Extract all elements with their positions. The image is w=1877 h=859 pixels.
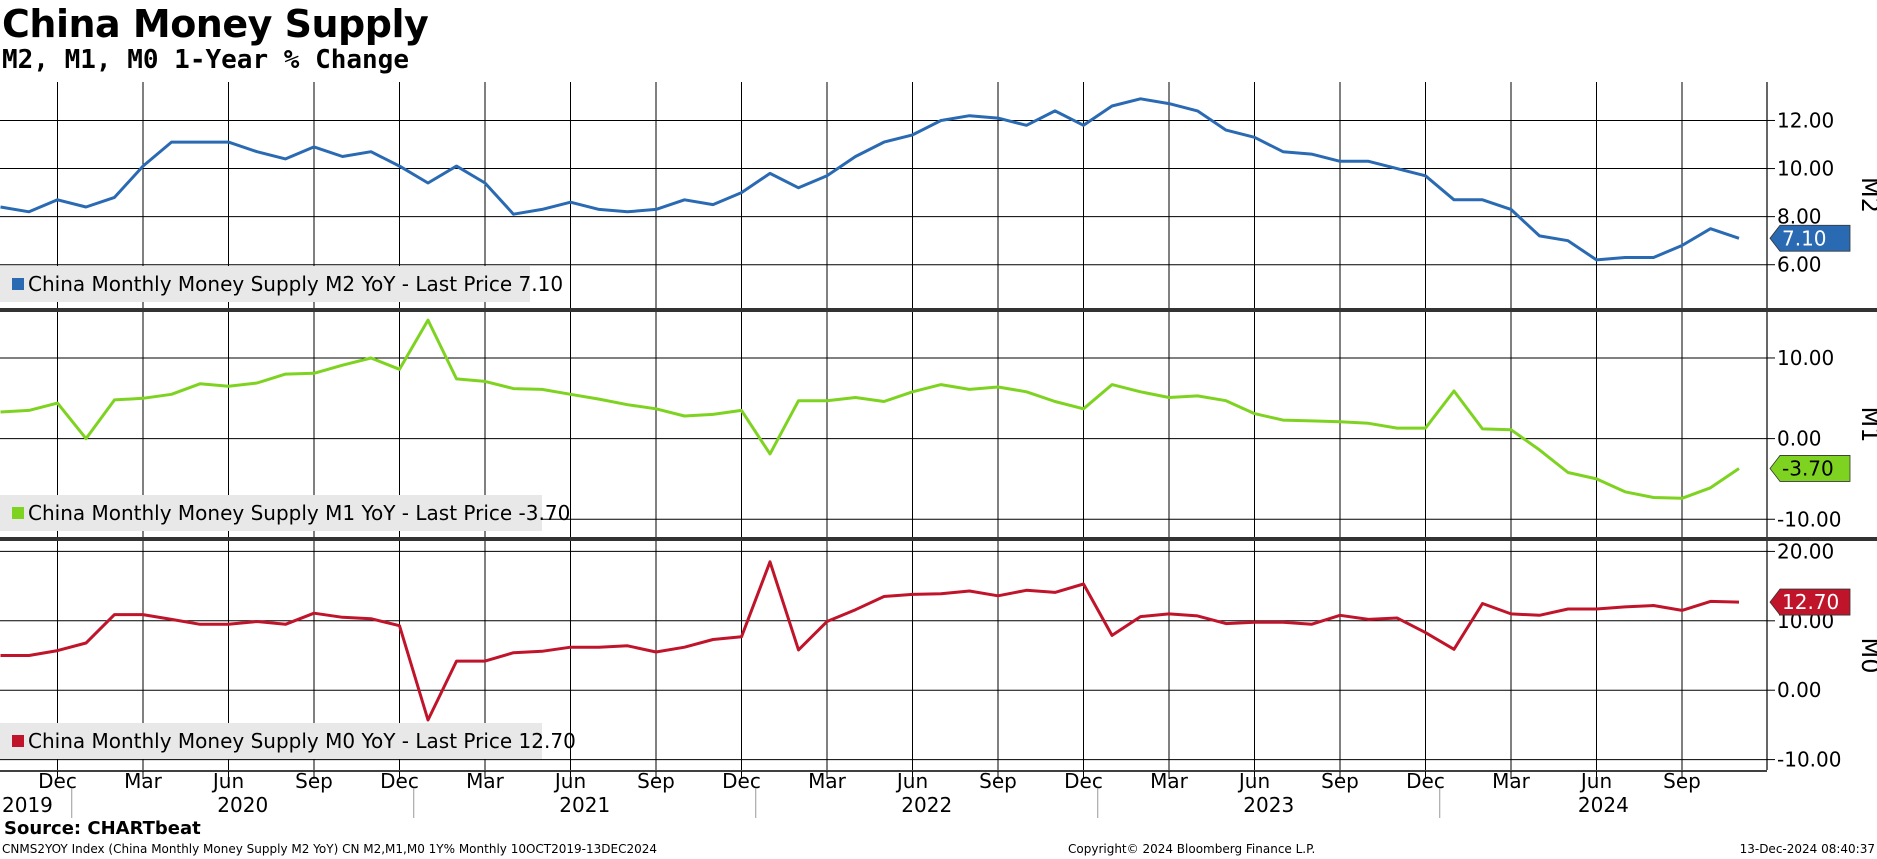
x-tick-label: Mar (808, 769, 847, 793)
x-tick-label: Jun (553, 769, 586, 793)
y-tick-label: -10.00 (1777, 507, 1841, 531)
x-tick-label: Sep (1321, 769, 1359, 793)
x-tick-label: Sep (979, 769, 1017, 793)
x-tick-label: Jun (1237, 769, 1270, 793)
y-tick-label: 8.00 (1777, 205, 1822, 229)
y-tick-label: 10.00 (1777, 157, 1834, 181)
legend-text: China Monthly Money Supply M2 YoY - Last… (28, 272, 563, 296)
y-tick-label: 0.00 (1777, 427, 1822, 451)
last-price-label: 12.70 (1782, 590, 1839, 614)
x-tick-label: Dec (1064, 769, 1103, 793)
y-tick-label: 10.00 (1777, 346, 1834, 370)
x-year-label: 2022 (901, 793, 952, 817)
legend-box (0, 723, 542, 759)
legend-text: China Monthly Money Supply M0 YoY - Last… (28, 729, 576, 753)
x-tick-label: Sep (295, 769, 333, 793)
x-tick-label: Sep (637, 769, 675, 793)
legend-swatch (12, 735, 24, 747)
x-year-label: 2020 (217, 793, 268, 817)
x-tick-label: Dec (38, 769, 77, 793)
series-line-m2 (0, 97, 1740, 262)
y-tick-label: 20.00 (1777, 539, 1834, 563)
y-tick-label: 6.00 (1777, 253, 1822, 277)
legend-box (0, 495, 542, 531)
x-tick-label: Dec (722, 769, 761, 793)
x-year-label: 2024 (1578, 793, 1629, 817)
x-tick-label: Sep (1663, 769, 1701, 793)
x-tick-label: Jun (211, 769, 244, 793)
chart-subtitle: M2, M1, M0 1-Year % Change (2, 45, 409, 75)
panel-axis-label: M2 (1856, 177, 1877, 213)
x-year-label: 2023 (1243, 793, 1294, 817)
legend-text: China Monthly Money Supply M1 YoY - Last… (28, 501, 570, 525)
x-tick-label: Mar (1150, 769, 1189, 793)
x-tick-label: Mar (466, 769, 505, 793)
x-tick-label: Jun (895, 769, 928, 793)
series-line-m1 (0, 318, 1740, 500)
last-price-tag (1769, 588, 1851, 616)
timestamp: 13-Dec-2024 08:40:37 (1739, 842, 1875, 856)
last-price-tag (1769, 224, 1851, 252)
source-label: Source: CHARTbeat (4, 818, 201, 839)
panel-axis-label: M1 (1856, 407, 1877, 443)
y-tick-label: 12.00 (1777, 108, 1834, 132)
legend-box (0, 266, 530, 302)
x-tick-label: Jun (1579, 769, 1612, 793)
panel-axis-label: M0 (1856, 638, 1877, 674)
last-price-tag (1769, 455, 1851, 482)
x-tick-label: Mar (124, 769, 163, 793)
x-year-label: 2019 (2, 793, 53, 817)
copyright-notice: Copyright© 2024 Bloomberg Finance L.P. (1068, 842, 1316, 856)
x-year-label: 2021 (559, 793, 610, 817)
last-price-label: 7.10 (1782, 226, 1827, 250)
x-tick-label: Mar (1492, 769, 1531, 793)
last-price-label: -3.70 (1782, 456, 1834, 480)
legend-swatch (12, 278, 24, 290)
legend-swatch (12, 507, 24, 519)
series-line-m0 (0, 560, 1740, 722)
chart-title: China Money Supply (2, 2, 429, 46)
x-tick-label: Dec (1406, 769, 1445, 793)
y-tick-label: -10.00 (1777, 748, 1841, 772)
x-tick-label: Dec (380, 769, 419, 793)
ticker-description: CNMS2YOY Index (China Monthly Money Supp… (2, 842, 657, 856)
y-tick-label: 0.00 (1777, 678, 1822, 702)
